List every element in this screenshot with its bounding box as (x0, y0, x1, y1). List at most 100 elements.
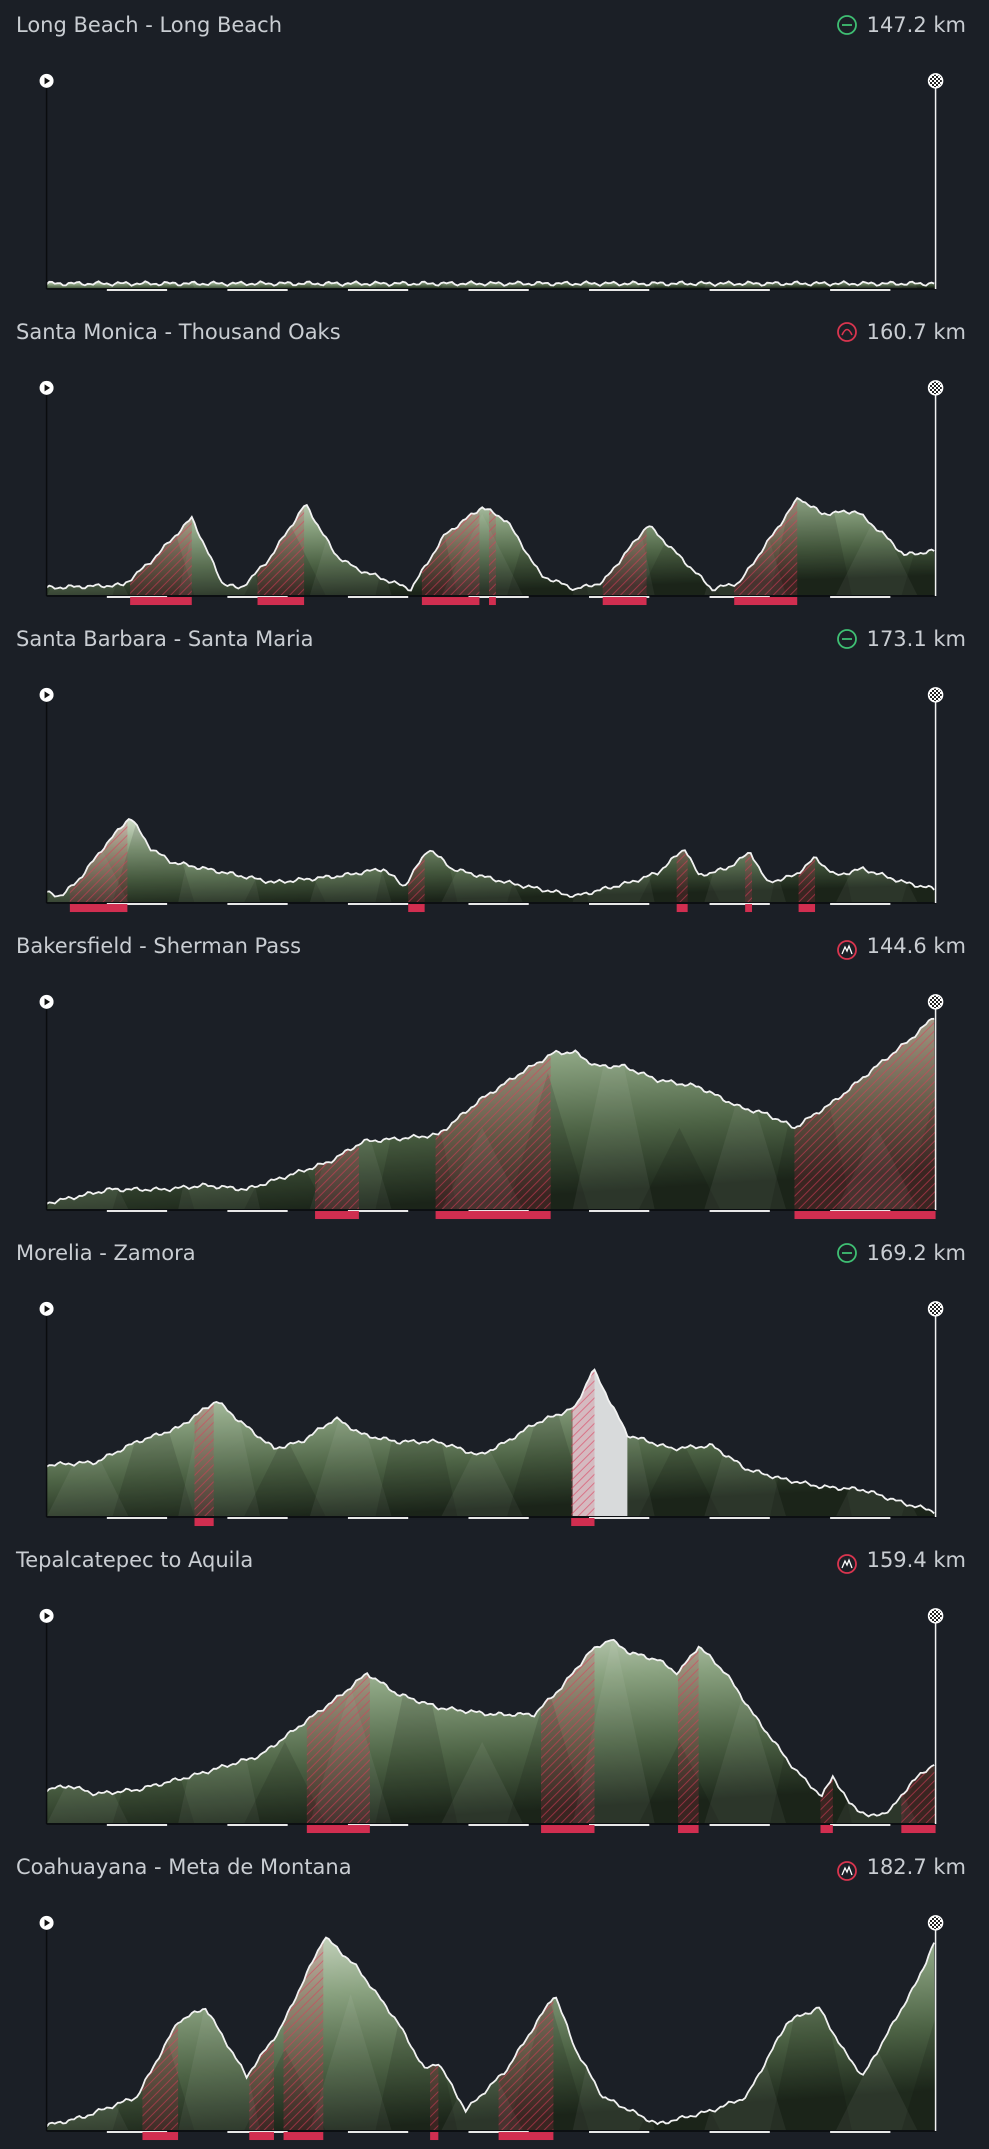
terrain-facet (638, 281, 721, 290)
climb-segment (678, 1825, 699, 1834)
climb-segment (794, 1211, 936, 1220)
terrain-facet (769, 281, 853, 290)
icon-glyph (841, 328, 853, 336)
terrain-facet (769, 1939, 853, 2132)
terrain-facet (309, 819, 392, 904)
profile-overlays (46, 819, 936, 904)
stage-distance: 160.7 km (867, 320, 966, 344)
start-arrow (44, 77, 51, 85)
terrain-facet (638, 1127, 721, 1211)
terrain-facet (178, 1018, 261, 1211)
terrain-facet (441, 1434, 524, 1518)
profile-line (45, 280, 935, 287)
terrain-facet (441, 1741, 524, 1825)
climb-hatch (745, 819, 753, 904)
icon-glyph (841, 1865, 853, 1876)
terrain-facet (375, 1639, 458, 1825)
terrain-facet (704, 281, 787, 290)
profile-line (46, 496, 935, 592)
terrain-facet (901, 819, 936, 904)
stage-title: Long Beach - Long Beach (16, 13, 282, 37)
stage-distance: 182.7 km (867, 1855, 966, 1879)
terrain-facet (704, 1687, 787, 1825)
stage-card: Santa Monica - Thousand Oaks 160.7 km (16, 320, 966, 606)
climb-segment (901, 1825, 936, 1834)
start-arrow (44, 384, 51, 392)
icon-ring (837, 15, 857, 35)
terrain-facet (901, 1380, 936, 1518)
start-arrow (44, 691, 51, 699)
climb-segment (734, 597, 798, 606)
finish-marker (927, 687, 944, 703)
terrain-facet (243, 1434, 327, 1518)
climb-segment (130, 597, 192, 606)
terrain-facet (178, 281, 261, 290)
terrain-facet (309, 1380, 392, 1518)
climb-hatch (315, 1018, 359, 1211)
climb-segment (421, 597, 480, 606)
icon-ring (837, 629, 857, 649)
terrain-facet (572, 1018, 655, 1211)
terrain-facet (901, 281, 936, 290)
terrain-facet (572, 819, 655, 904)
profile-overlays (46, 281, 936, 290)
terrain-facet (506, 819, 590, 904)
terrain-facet (375, 281, 458, 290)
climb-hatch (678, 1639, 699, 1825)
stage-title: Tepalcatepec to Aquila (15, 1548, 253, 1572)
stage-title: Santa Barbara - Santa Maria (16, 627, 313, 651)
profile-type-icon (837, 940, 857, 960)
climb-hatch (498, 1937, 554, 2132)
terrain-facet (506, 498, 590, 597)
climb-segment (541, 1825, 595, 1834)
climb-hatch (283, 1937, 324, 2132)
climb-segment (676, 904, 688, 913)
climb-hatch (257, 498, 305, 597)
finish-marker (927, 994, 944, 1010)
terrain-facet (112, 1687, 195, 1825)
start-arrow (44, 1919, 51, 1927)
terrain-facet (309, 498, 392, 597)
climb-segment (283, 2132, 324, 2141)
profile-line (46, 1017, 935, 1205)
stage-distance: 144.6 km (867, 934, 966, 958)
climb-hatch (408, 819, 425, 904)
stage-title: Bakersfield - Sherman Pass (16, 934, 301, 958)
climb-segment (430, 2132, 439, 2141)
terrain-facet (309, 281, 392, 290)
climb-segment (820, 1825, 833, 1834)
climb-hatch (69, 819, 128, 904)
terrain-facet (46, 1434, 129, 1518)
climb-hatch (676, 819, 688, 904)
climb-hatch (194, 1369, 214, 1518)
finish-marker (927, 380, 944, 396)
stage-card: Santa Barbara - Santa Maria 173.1 km (16, 627, 966, 913)
terrain-facet (309, 1994, 392, 2132)
icon-ring (837, 940, 857, 960)
terrain-facet (243, 1741, 327, 1825)
climb-segment (315, 1211, 359, 1220)
climb-segment (602, 597, 647, 606)
climb-segment (194, 1518, 214, 1527)
terrain-facet (178, 819, 261, 904)
climb-segment (571, 1518, 595, 1527)
terrain-facet (835, 281, 918, 290)
climb-segment (435, 1211, 551, 1220)
climb-segment (257, 597, 305, 606)
profile-type-icon (837, 629, 857, 649)
terrain-facet (638, 1434, 721, 1518)
climb-hatch (421, 498, 480, 597)
terrain-facet (178, 1939, 261, 2132)
climb-hatch (571, 1369, 595, 1518)
stage-distance: 169.2 km (867, 1241, 966, 1265)
terrain-facet (901, 498, 936, 597)
terrain-facet (375, 1369, 458, 1518)
climb-segment (745, 904, 753, 913)
terrain-facet (506, 1380, 590, 1518)
profile-line (46, 817, 935, 898)
terrain-facet (112, 281, 195, 290)
climb-hatch (249, 1937, 274, 2132)
climb-segment (306, 1825, 370, 1834)
